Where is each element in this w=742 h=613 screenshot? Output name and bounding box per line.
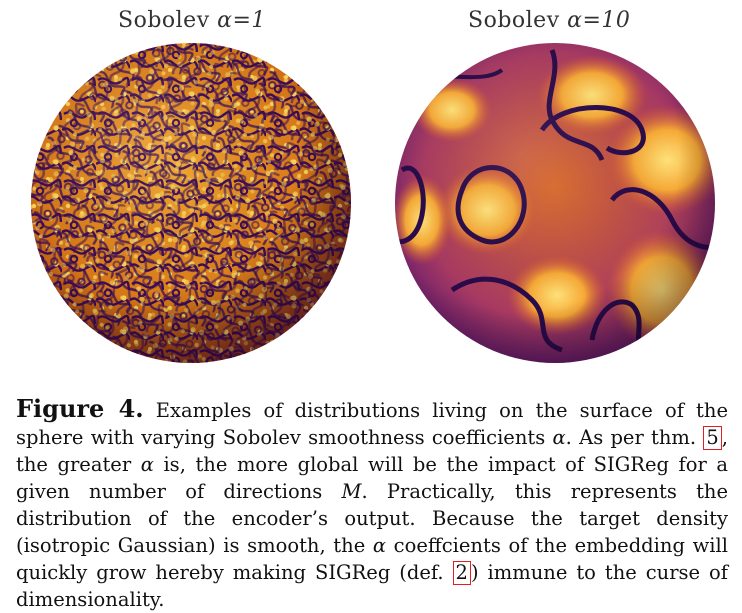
sphere-alpha-1 xyxy=(31,43,351,363)
left-title-text: Sobolev xyxy=(118,8,218,33)
caption-text-3: , the greater xyxy=(16,426,728,476)
caption-text-4: is, the more global will be the impact o… xyxy=(16,453,729,503)
left-title-alpha: α=1 xyxy=(217,8,266,33)
theorem-reference-link[interactable]: 5 xyxy=(703,426,722,450)
figure-label: Figure 4. xyxy=(16,394,144,423)
caption-text-5: . Practically, this represents the distr… xyxy=(16,480,728,557)
figure-caption: Figure 4. Examples of distributions livi… xyxy=(16,395,728,613)
caption-alpha-2: α xyxy=(140,453,154,476)
sphere-alpha-10 xyxy=(395,43,715,363)
caption-m-symbol: M xyxy=(341,480,362,503)
right-sphere-title: Sobolev α=10 xyxy=(468,8,630,33)
caption-alpha-3: α xyxy=(372,534,387,557)
caption-text-1: Examples of distributions living on the … xyxy=(16,399,728,449)
caption-text-6: coeffcients of the embedding will quickl… xyxy=(16,534,728,584)
right-title-alpha: α=10 xyxy=(567,8,631,33)
caption-alpha-1: α xyxy=(552,426,566,449)
left-sphere-title: Sobolev α=1 xyxy=(118,8,266,33)
caption-text-7: ) immune to the curse of dimensionality. xyxy=(16,561,728,611)
definition-reference-link[interactable]: 2 xyxy=(452,561,471,585)
right-title-text: Sobolev xyxy=(468,8,568,33)
caption-text-2: . As per thm. xyxy=(565,426,704,449)
